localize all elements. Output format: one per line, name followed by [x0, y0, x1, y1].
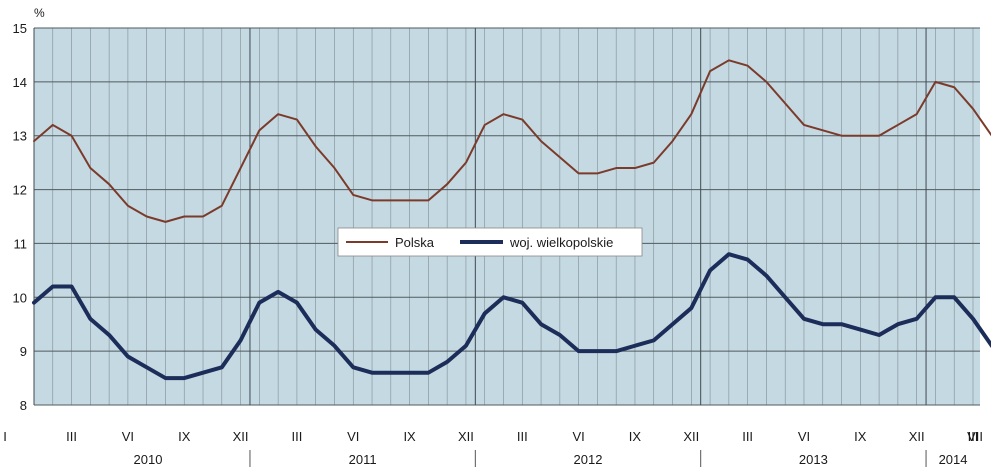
- x-tick-label: I: [3, 429, 7, 444]
- legend-label-polska: Polska: [395, 235, 435, 250]
- legend-label-wielkopolskie: woj. wielkopolskie: [509, 235, 613, 250]
- y-axis: 8 9 10 11 12 13 14 15: [13, 21, 27, 413]
- y-tick-label: 11: [14, 236, 28, 251]
- x-year-label: 2014: [939, 452, 968, 467]
- series-lines: [32, 59, 991, 381]
- y-tick-label: 14: [13, 75, 27, 90]
- legend: Polska woj. wielkopolskie: [337, 227, 643, 257]
- plot-background: [34, 28, 980, 405]
- y-tick-label: 8: [20, 398, 27, 413]
- x-year-label: 2011: [349, 452, 377, 467]
- x-year-label: 2012: [574, 452, 603, 467]
- x-tick-label: III: [291, 429, 302, 444]
- x-tick-label: III: [968, 429, 979, 444]
- x-tick-label: IX: [403, 429, 416, 444]
- x-year-label: 2013: [799, 452, 828, 467]
- x-tick-label: III: [742, 429, 753, 444]
- x-tick-label: IX: [629, 429, 642, 444]
- x-tick-label: XII: [233, 429, 249, 444]
- x-tick-label: III: [66, 429, 77, 444]
- series-line-polska: [33, 59, 991, 223]
- x-tick-label: XII: [683, 429, 699, 444]
- x-tick-label: VI: [122, 429, 134, 444]
- x-tick-label: XII: [909, 429, 925, 444]
- y-tick-label: 15: [13, 21, 27, 36]
- x-year-label: 2010: [134, 452, 163, 467]
- y-unit-label: %: [34, 6, 45, 20]
- x-tick-label: VII: [967, 429, 983, 444]
- x-tick-label: VI: [347, 429, 359, 444]
- y-tick-label: 13: [13, 129, 27, 144]
- x-tick-label: XII: [458, 429, 474, 444]
- x-tick-label: III: [517, 429, 528, 444]
- x-tick-label: VI: [572, 429, 584, 444]
- y-tick-label: 9: [20, 344, 27, 359]
- y-tick-label: 10: [13, 290, 27, 305]
- series-line-wielkopolskie: [32, 252, 991, 381]
- x-tick-label: IX: [178, 429, 191, 444]
- x-tick-label: VI: [798, 429, 810, 444]
- x-axis: I III VI IX XII III VI IX XII III VI IX XII III VI IX XI…: [3, 429, 983, 467]
- x-tick-label: IX: [854, 429, 867, 444]
- y-tick-label: 12: [13, 183, 27, 198]
- plot-area: [34, 28, 980, 405]
